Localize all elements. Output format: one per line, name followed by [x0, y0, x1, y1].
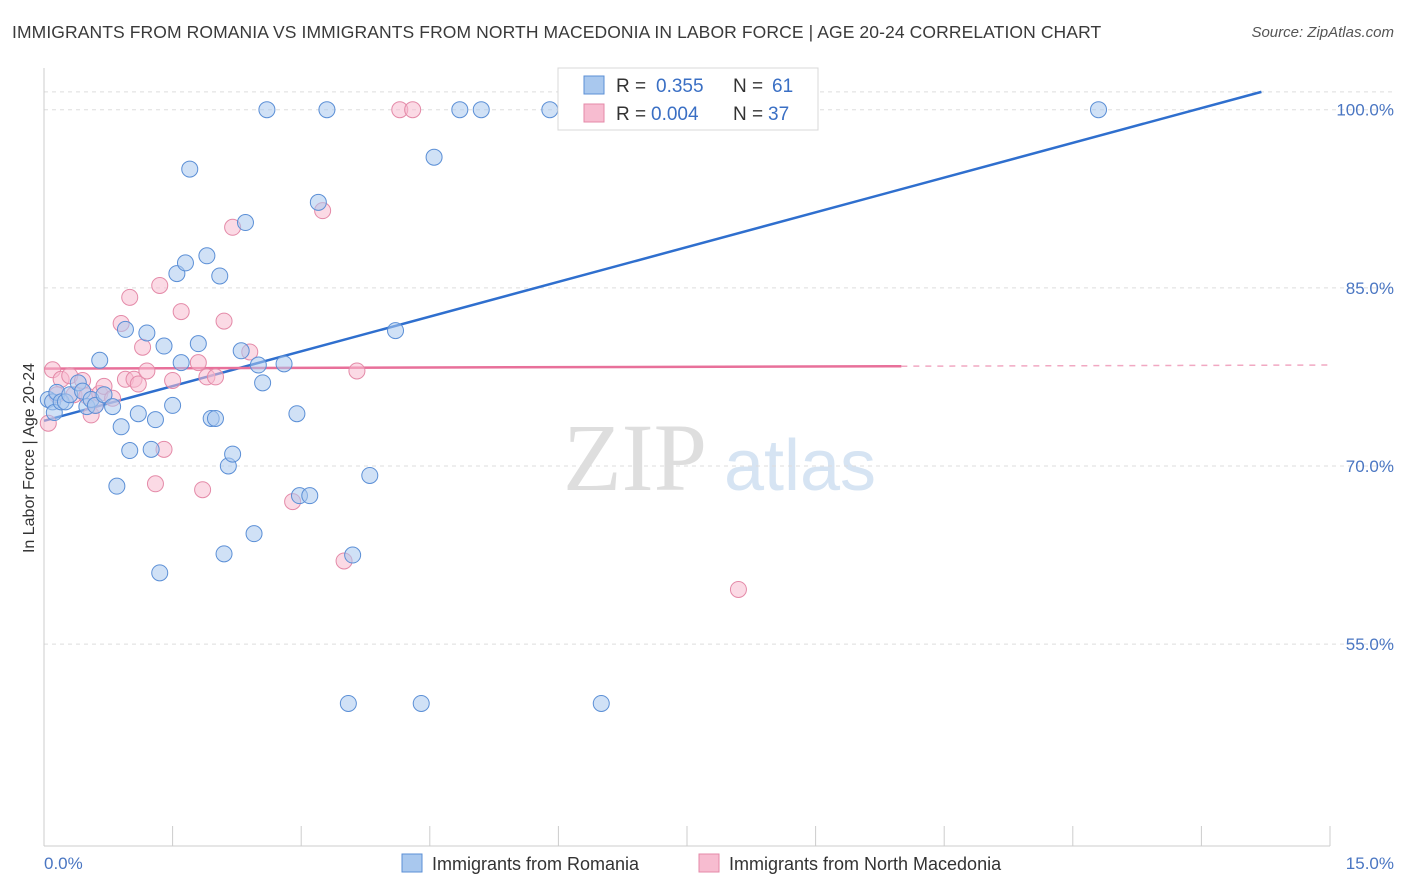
legend-n-label-romania: N =	[733, 76, 763, 97]
chart-title: IMMIGRANTS FROM ROMANIA VS IMMIGRANTS FR…	[12, 22, 1102, 42]
bottom-legend: Immigrants from Romania Immigrants from …	[401, 853, 1002, 874]
trend-lines	[43, 90, 1331, 423]
point-romania-48	[309, 193, 327, 211]
series-romania	[39, 101, 1108, 712]
legend-r-value-romania: 0.355	[656, 76, 704, 97]
point-macedonia-29	[215, 312, 233, 330]
point-macedonia-23	[164, 371, 182, 389]
point-macedonia-24	[172, 303, 190, 321]
source-credit: Source: ZipAtlas.com	[1251, 24, 1394, 41]
point-romania-37	[224, 445, 242, 463]
point-romania-58	[541, 101, 559, 119]
series-north-macedonia	[39, 101, 747, 598]
point-romania-15	[108, 477, 126, 495]
point-romania-22	[146, 411, 164, 429]
y-tick-label-70: 70.0%	[1346, 457, 1394, 476]
bottom-legend-label-romania: Immigrants from Romania	[432, 854, 640, 874]
point-romania-34	[211, 267, 229, 285]
point-romania-52	[361, 466, 379, 484]
point-romania-43	[258, 101, 276, 119]
point-romania-19	[129, 405, 147, 423]
point-romania-45	[288, 405, 306, 423]
point-romania-13	[95, 386, 113, 404]
point-romania-16	[112, 418, 130, 436]
point-romania-31	[198, 247, 216, 265]
point-romania-51	[344, 546, 362, 564]
point-romania-44	[275, 355, 293, 373]
point-romania-49	[318, 101, 336, 119]
point-romania-27	[172, 354, 190, 372]
point-romania-17	[116, 320, 134, 338]
point-romania-33	[206, 409, 224, 427]
y-axis-title: In Labor Force | Age 20-24	[21, 363, 38, 553]
point-romania-40	[245, 525, 263, 543]
point-romania-12	[91, 351, 109, 369]
x-tick-label-max: 15.0%	[1346, 854, 1394, 873]
point-romania-53	[387, 322, 405, 340]
point-romania-30	[189, 335, 207, 353]
legend-box: R = 0.355 N = 61 R = 0.004 N = 37	[557, 67, 819, 131]
point-romania-18	[121, 442, 139, 460]
point-macedonia-15	[121, 288, 139, 306]
point-romania-41	[249, 356, 267, 374]
point-macedonia-38	[729, 580, 747, 598]
point-macedonia-18	[134, 338, 152, 356]
point-romania-38	[232, 342, 250, 360]
point-romania-14	[104, 398, 122, 416]
point-macedonia-37	[404, 101, 422, 119]
point-romania-35	[215, 545, 233, 563]
point-romania-54	[412, 694, 430, 712]
point-romania-20	[138, 324, 156, 342]
watermark-zip: ZIP	[563, 404, 707, 511]
point-macedonia-35	[348, 362, 366, 380]
point-romania-56	[451, 101, 469, 119]
grid-lines: 55.0% 70.0% 85.0% 100.0%	[44, 91, 1394, 654]
y-tick-label-85: 85.0%	[1346, 279, 1394, 298]
trend-line-macedonia	[43, 364, 902, 370]
legend-r-label-macedonia: R =	[616, 104, 646, 125]
legend-r-label-romania: R =	[616, 76, 646, 97]
point-romania-29	[181, 160, 199, 178]
legend-n-value-romania: 61	[772, 76, 793, 97]
legend-n-value-macedonia: 37	[768, 104, 789, 125]
legend-r-value-macedonia: 0.004	[651, 104, 699, 125]
point-romania-39	[236, 214, 254, 232]
point-romania-24	[155, 337, 173, 355]
point-macedonia-21	[151, 276, 169, 294]
legend-n-label-macedonia: N =	[733, 104, 763, 125]
point-romania-47	[301, 487, 319, 505]
y-tick-label-55: 55.0%	[1346, 635, 1394, 654]
trend-line-macedonia-extension	[901, 364, 1331, 367]
point-macedonia-19	[138, 362, 156, 380]
point-romania-21	[142, 440, 160, 458]
point-romania-42	[254, 374, 272, 392]
bottom-legend-swatch-romania	[401, 853, 423, 873]
legend-swatch-romania	[583, 75, 605, 95]
point-romania-28	[176, 254, 194, 272]
axes	[43, 68, 1331, 847]
legend-swatch-macedonia	[583, 103, 605, 123]
point-macedonia-20	[146, 475, 164, 493]
point-macedonia-17	[129, 375, 147, 393]
point-romania-60	[1090, 101, 1108, 119]
trend-line-romania	[43, 90, 1262, 423]
x-tick-label-min: 0.0%	[44, 854, 83, 873]
y-tick-label-100: 100.0%	[1336, 101, 1394, 120]
point-macedonia-28	[206, 368, 224, 386]
bottom-legend-swatch-macedonia	[698, 853, 720, 873]
point-romania-23	[151, 564, 169, 582]
point-macedonia-25	[189, 354, 207, 372]
point-romania-57	[472, 101, 490, 119]
point-macedonia-26	[194, 481, 212, 499]
point-romania-59	[592, 694, 610, 712]
point-romania-25	[164, 396, 182, 414]
point-romania-55	[425, 148, 443, 166]
bottom-legend-label-macedonia: Immigrants from North Macedonia	[729, 854, 1002, 874]
point-romania-50	[339, 694, 357, 712]
